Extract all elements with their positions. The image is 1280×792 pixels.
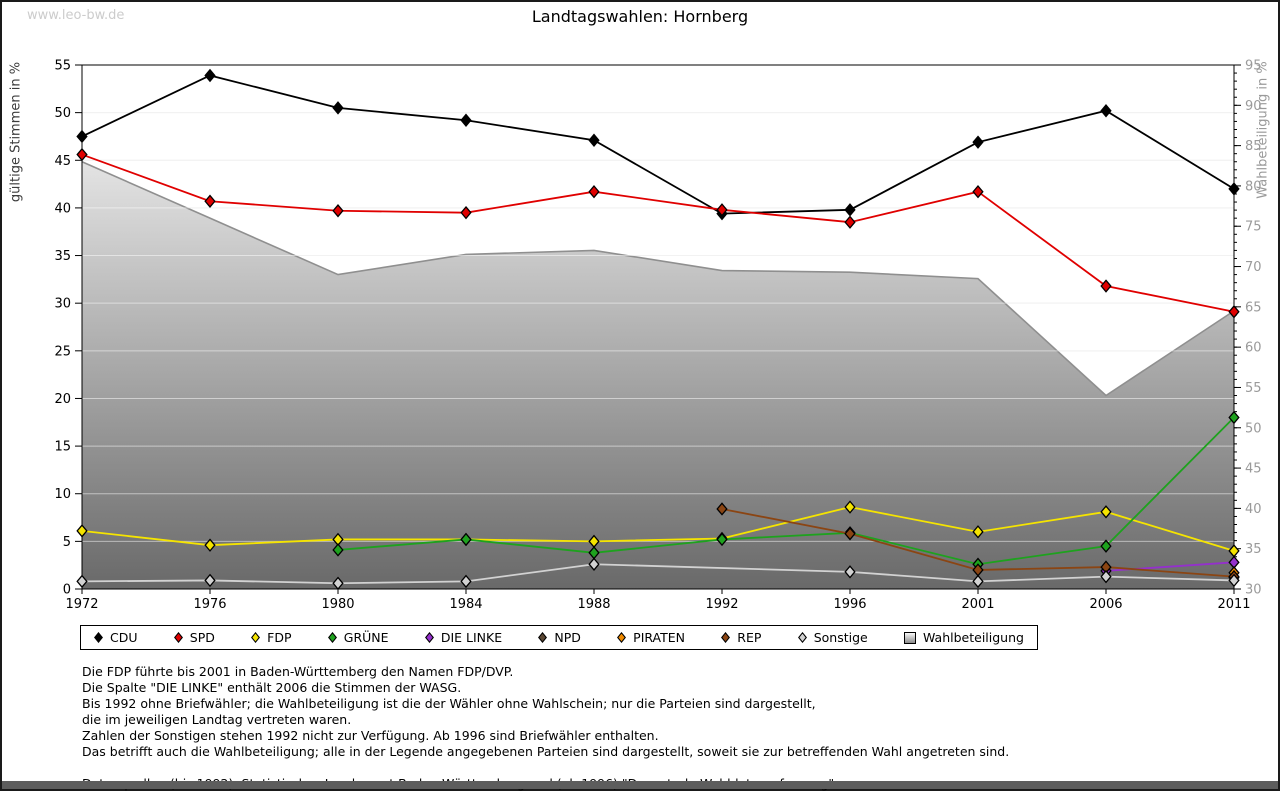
footnote-line: Die FDP führte bis 2001 in Baden-Württem… [82, 664, 514, 679]
svg-text:5: 5 [63, 535, 71, 550]
legend-item-cdu: CDU [94, 630, 138, 645]
svg-text:35: 35 [54, 249, 71, 264]
legend-item-fdp: FDP [251, 630, 292, 645]
legend-label: SPD [189, 630, 215, 645]
svg-text:15: 15 [54, 440, 71, 455]
svg-text:1980: 1980 [321, 597, 354, 612]
sonstige-diamond-swatch [797, 632, 807, 643]
svg-text:45: 45 [1245, 462, 1262, 477]
rep-diamond-swatch [721, 632, 731, 643]
svg-text:2011: 2011 [1217, 597, 1250, 612]
spd-diamond-swatch [173, 632, 183, 643]
svg-text:1976: 1976 [193, 597, 226, 612]
svg-text:50: 50 [1245, 421, 1262, 436]
chart-legend: CDU SPD FDP GRÜNE DIE LINKE NPD PIRATEN REP Sons… [80, 625, 1038, 650]
svg-text:20: 20 [54, 392, 71, 407]
page-title: Landtagswahlen: Hornberg [531, 7, 749, 26]
svg-text:75: 75 [1245, 220, 1262, 235]
turnout-area-swatch [903, 631, 916, 644]
bottom-bar [2, 781, 1278, 789]
legend-item-sonstige: Sonstige [797, 630, 868, 645]
series-cdu [76, 68, 1240, 221]
cdu-diamond-swatch [94, 632, 103, 643]
footnote-line: Zahlen der Sonstigen stehen 1992 nicht z… [82, 728, 659, 743]
footnote-line: Bis 1992 ohne Briefwähler; die Wahlbetei… [82, 696, 816, 711]
npd-diamond-swatch [538, 632, 548, 643]
svg-text:2006: 2006 [1089, 597, 1122, 612]
svg-text:10: 10 [54, 487, 71, 502]
svg-text:0: 0 [63, 583, 71, 598]
svg-text:70: 70 [1245, 260, 1262, 275]
legend-label: PIRATEN [633, 630, 686, 645]
svg-text:25: 25 [54, 344, 71, 359]
footnotes: Die FDP führte bis 2001 in Baden-Württem… [82, 664, 1009, 792]
grüne-diamond-swatch [327, 632, 337, 643]
watermark: www.leo-bw.de [27, 8, 125, 23]
legend-label: Sonstige [813, 630, 868, 645]
svg-text:90: 90 [1245, 99, 1262, 114]
svg-text:2001: 2001 [961, 597, 994, 612]
legend-label: FDP [267, 630, 292, 645]
series-fdp [76, 500, 1240, 558]
footnote-line: Die Spalte "DIE LINKE" enthält 2006 die … [82, 680, 462, 695]
svg-text:40: 40 [54, 201, 71, 216]
legend-item-npd: NPD [538, 630, 581, 645]
legend-item-rep: REP [721, 630, 761, 645]
series-spd [76, 147, 1240, 319]
svg-text:60: 60 [1245, 341, 1262, 356]
turnout-area [82, 161, 1234, 589]
legend-label: GRÜNE [343, 630, 389, 645]
series-sonstige [76, 557, 1240, 590]
svg-text:85: 85 [1245, 139, 1262, 154]
svg-text:35: 35 [1245, 542, 1262, 557]
svg-text:50: 50 [54, 106, 71, 121]
svg-text:30: 30 [54, 297, 71, 312]
legend-label: Wahlbeteiligung [922, 630, 1024, 645]
svg-text:1992: 1992 [705, 597, 738, 612]
svg-text:95: 95 [1245, 59, 1262, 74]
svg-text:1988: 1988 [577, 597, 610, 612]
legend-label: NPD [554, 630, 581, 645]
svg-text:1972: 1972 [65, 597, 98, 612]
legend-item-die-linke: DIE LINKE [424, 630, 503, 645]
legend-label: DIE LINKE [440, 630, 503, 645]
svg-text:45: 45 [54, 154, 71, 169]
footnote-line: Das betrifft auch die Wahlbeteiligung; a… [82, 744, 1010, 759]
legend-label: CDU [110, 630, 138, 645]
legend-item-spd: SPD [173, 630, 215, 645]
piraten-diamond-swatch [617, 632, 627, 643]
legend-item-piraten: PIRATEN [617, 630, 685, 645]
fdp-diamond-swatch [251, 632, 261, 643]
svg-text:65: 65 [1245, 300, 1262, 315]
svg-text:55: 55 [54, 59, 71, 74]
die-linke-diamond-swatch [424, 632, 434, 643]
election-line-chart: 0 5 10 15 20 25 30 35 40 45 50 55 30 35 40 45 50 55 60 65 70… [54, 59, 1262, 613]
footnote-line [82, 760, 1009, 776]
svg-text:30: 30 [1245, 583, 1262, 598]
svg-text:1984: 1984 [449, 597, 482, 612]
svg-text:80: 80 [1245, 179, 1262, 194]
svg-text:40: 40 [1245, 502, 1262, 517]
legend-item-grüne: GRÜNE [327, 630, 389, 645]
svg-text:55: 55 [1245, 381, 1262, 396]
footnote-line: die im jeweiligen Landtag vertreten ware… [82, 712, 352, 727]
legend-label: REP [737, 630, 762, 645]
svg-text:1996: 1996 [833, 597, 866, 612]
legend-item-wahlbeteiligung: Wahlbeteiligung [903, 630, 1024, 645]
